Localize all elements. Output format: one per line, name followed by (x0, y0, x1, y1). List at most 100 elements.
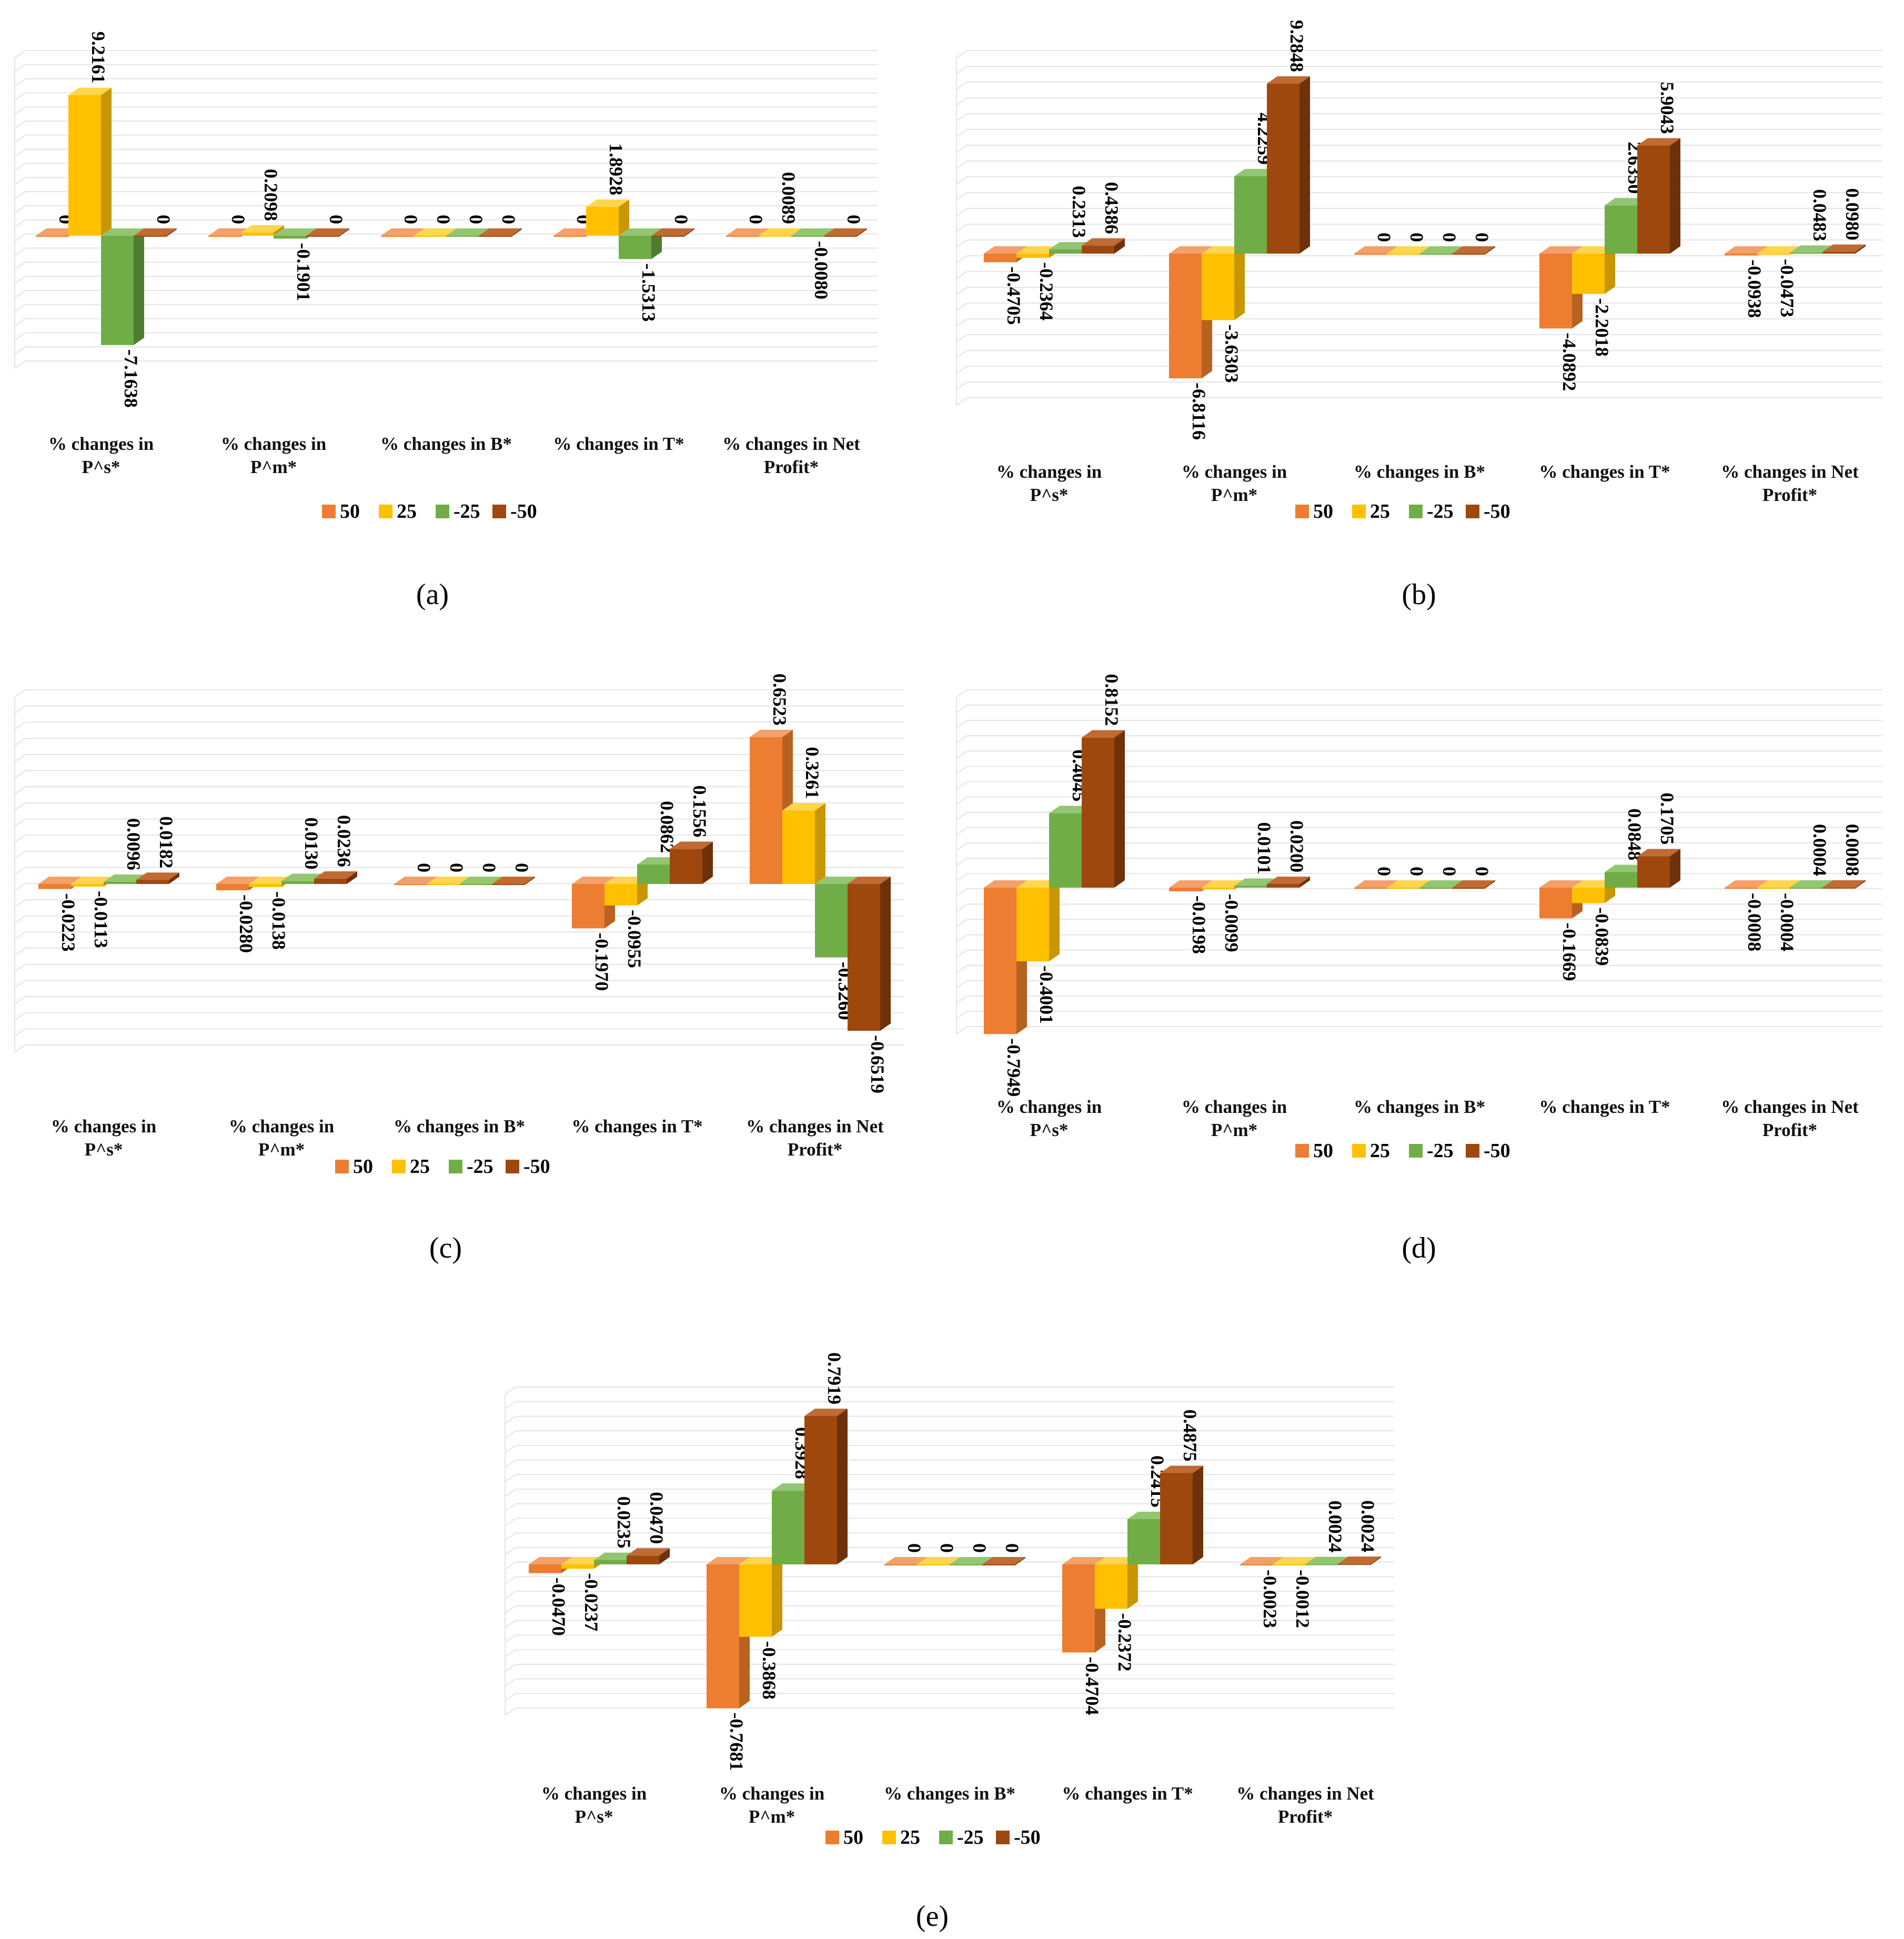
bar-side (511, 228, 522, 237)
bar-top (136, 872, 179, 880)
data-label: -0.0198 (1188, 896, 1210, 954)
data-label: 0.0024 (1325, 1501, 1346, 1553)
plot-area-a: 0 9.2161 -7.1638 0 % changes in P^s* 0 0.2098 -0… (14, 32, 878, 477)
bar-side (1127, 1557, 1138, 1609)
gridline-tick (14, 1028, 26, 1037)
gridline-tick (956, 318, 968, 327)
gridline-tick (956, 303, 968, 311)
bar-front (104, 881, 136, 884)
bar-top (1605, 865, 1648, 872)
bar-top (314, 871, 357, 879)
bar-top (1637, 138, 1680, 146)
bar-front (1637, 145, 1670, 254)
bar-top (750, 729, 793, 737)
bar-top (394, 877, 437, 884)
bar-side (1855, 244, 1866, 254)
data-label: -0.7681 (726, 1712, 747, 1771)
gridline-tick (505, 1576, 516, 1585)
bar-top (104, 874, 147, 882)
bar-top (824, 228, 867, 236)
bar-front (984, 254, 1016, 263)
bar-front (1572, 888, 1605, 903)
data-label: 0.0182 (156, 816, 177, 868)
bar-front (917, 1564, 950, 1565)
gridline-tick (14, 332, 26, 341)
bar-side (339, 228, 349, 237)
bar (101, 228, 144, 345)
data-label: 0 (479, 863, 500, 872)
bar-top (670, 841, 713, 849)
legend-d: 50 25 -25 -50 (1295, 1140, 1510, 1162)
bar-front (1354, 254, 1387, 255)
legend-swatch (1352, 1144, 1366, 1158)
bar (134, 228, 177, 237)
data-label: -0.0099 (1221, 893, 1242, 952)
legend-swatch (1352, 505, 1366, 518)
legend-swatch (1466, 1144, 1479, 1158)
bar-front (136, 880, 169, 884)
bar-top (739, 1557, 782, 1564)
bar (1267, 877, 1310, 888)
gridline-tick (14, 818, 26, 827)
gridline-tick (14, 219, 26, 228)
legend-swatch (825, 1831, 839, 1844)
bar-front (459, 884, 492, 885)
data-label: -0.0473 (1777, 259, 1798, 317)
bar-top (627, 1548, 670, 1556)
bar-front (561, 1564, 594, 1569)
bar-front (1539, 888, 1572, 919)
data-label: -0.0938 (1744, 259, 1765, 318)
legend-item: -50 (492, 500, 537, 523)
data-label: -0.0223 (58, 893, 79, 952)
bar-front (414, 236, 446, 237)
data-label: -7.1638 (120, 349, 142, 408)
data-label: 0.2313 (1069, 186, 1090, 238)
category-label: % changes in Net Profit* (1236, 1783, 1374, 1827)
gridline-tick (14, 738, 26, 746)
data-label: -0.2364 (1036, 262, 1057, 320)
legend-label: -25 (1427, 1140, 1454, 1162)
bar-front (134, 236, 166, 237)
gridline-tick (505, 1547, 516, 1555)
gridline-tick (956, 82, 968, 90)
bar-front (950, 1564, 982, 1565)
bar-side (169, 872, 179, 884)
bar-front (1267, 884, 1299, 888)
bar-front (1757, 888, 1790, 889)
bar-top (782, 803, 825, 811)
bar-top (101, 228, 144, 236)
gridline-tick (956, 766, 968, 775)
legend-label: 50 (353, 1156, 373, 1178)
bar-front (726, 236, 759, 237)
category-label: % changes in Net Profit* (746, 1116, 884, 1160)
caption-e: (e) (916, 1900, 949, 1933)
data-label: -4.0892 (1559, 333, 1580, 391)
bar-top (1757, 246, 1800, 254)
bar-top (1725, 880, 1768, 888)
data-label: -6.8116 (1188, 383, 1210, 440)
legend-label: 25 (410, 1156, 430, 1178)
legend-item: -50 (1466, 1140, 1510, 1162)
bar (1572, 246, 1615, 294)
gridline-tick (14, 980, 26, 989)
gridline-tick (14, 233, 26, 242)
gridline-tick (14, 850, 26, 859)
bar-front (208, 236, 241, 237)
bar-side (274, 225, 284, 236)
bar-top (71, 877, 114, 884)
bar-front (1202, 888, 1234, 890)
legend-swatch (1466, 505, 1479, 518)
bar (804, 1409, 848, 1564)
gridline-tick (505, 1707, 516, 1716)
data-label: -0.4001 (1036, 966, 1057, 1024)
gridline-tick (14, 931, 26, 940)
data-label: 0 (498, 215, 519, 224)
bar-front (1273, 1564, 1305, 1565)
bar-top (274, 228, 317, 236)
bar-side (1485, 880, 1495, 889)
bar-top (982, 1557, 1025, 1564)
data-label: -0.0008 (1744, 893, 1765, 951)
bar-side (815, 803, 825, 884)
data-label: 0.0848 (1624, 808, 1645, 860)
data-label: 9.2161 (88, 32, 109, 84)
